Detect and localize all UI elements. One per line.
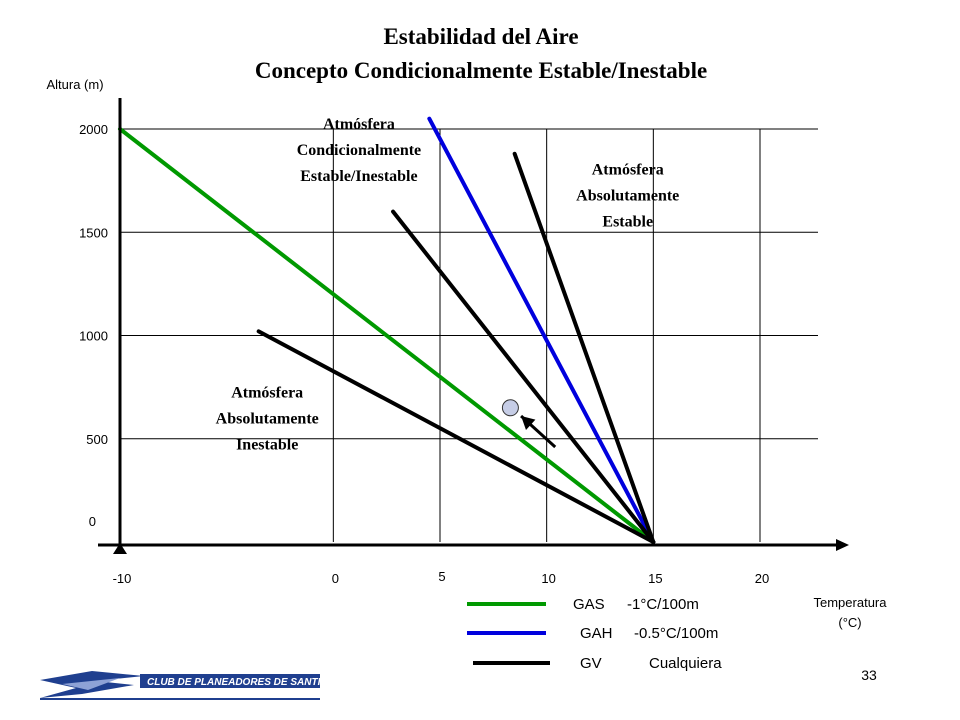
series-line-gv-3 [391,209,656,544]
legend-label-gah: GAH [580,625,613,642]
legend-label-gv: GV [580,655,602,672]
series-line-gas-0 [118,127,656,544]
x-axis-label-line1: Temperatura [814,595,888,610]
y-tick-label: 1000 [79,329,108,344]
region-annotation: Atmósfera Condicionalmente Estable/Inestab… [297,116,421,185]
logo-bar [140,674,320,688]
region-annotations: Atmósfera Condicionalmente Estable/Inestab… [216,116,680,453]
legend-desc-gv: Cualquiera [649,655,722,672]
parcel-group [501,399,557,449]
x-tick-label: 20 [755,571,769,586]
region-annotation-line: Atmósfera [323,116,395,133]
legend: GAS -1°C/100m GAH -0.5°C/100m GV Cualquiera [467,596,722,672]
region-annotation-line: Estable [602,213,653,230]
x-tick-label: 0 [332,571,339,586]
y-axis-base [113,543,127,554]
region-annotation: Atmósfera Absolutamente Estable [576,161,679,230]
club-logo: CLUB DE PLANEADORES DE SANTIAGO [40,671,343,700]
series-line-gv-2 [512,151,656,544]
legend-desc-gas: -1°C/100m [627,596,699,613]
logo-wing-highlight [62,678,120,690]
x-tick-label: 10 [541,571,555,586]
series-line-gv-4 [256,329,656,544]
gridlines [120,128,818,542]
series-lines [118,116,656,544]
page-number: 33 [861,667,877,683]
y-tick-label: 500 [86,432,108,447]
logo-underline [40,698,320,700]
axes [98,98,849,554]
x-tick-label: -10 [113,571,132,586]
tick-labels: -10 0 5 10 15 20 0 500 1000 1500 2000 [79,122,769,586]
region-annotation-line: Estable/Inestable [300,168,417,185]
legend-label-gas: GAS [573,596,605,613]
x-axis-arrowhead [836,539,849,551]
series-line-gah-1 [427,116,656,544]
y-tick-label: 2000 [79,122,108,137]
region-annotation-line: Atmósfera [231,384,303,401]
air-parcel-marker [501,399,519,417]
region-annotation-line: Absolutamente [216,410,319,427]
logo-text: CLUB DE PLANEADORES DE SANTIAGO [147,677,343,688]
y-tick-label: 1500 [79,225,108,240]
region-annotation-line: Condicionalmente [297,142,421,159]
y-axis-label: Altura (m) [46,77,103,92]
region-annotation-line: Atmósfera [592,161,664,178]
region-annotation-line: Inestable [236,436,298,453]
region-annotation-line: Absolutamente [576,187,679,204]
x-tick-label: 5 [438,569,445,584]
x-tick-label: 15 [648,571,662,586]
chart-subtitle: Concepto Condicionalmente Estable/Inesta… [255,58,707,83]
y-tick-label: 0 [89,514,96,529]
legend-desc-gah: -0.5°C/100m [634,625,718,642]
lift-arrow-icon [521,416,536,430]
x-axis-label-line2: (°C) [838,615,861,630]
region-annotation: Atmósfera Absolutamente Inestable [216,384,319,453]
chart-title: Estabilidad del Aire [383,24,578,49]
